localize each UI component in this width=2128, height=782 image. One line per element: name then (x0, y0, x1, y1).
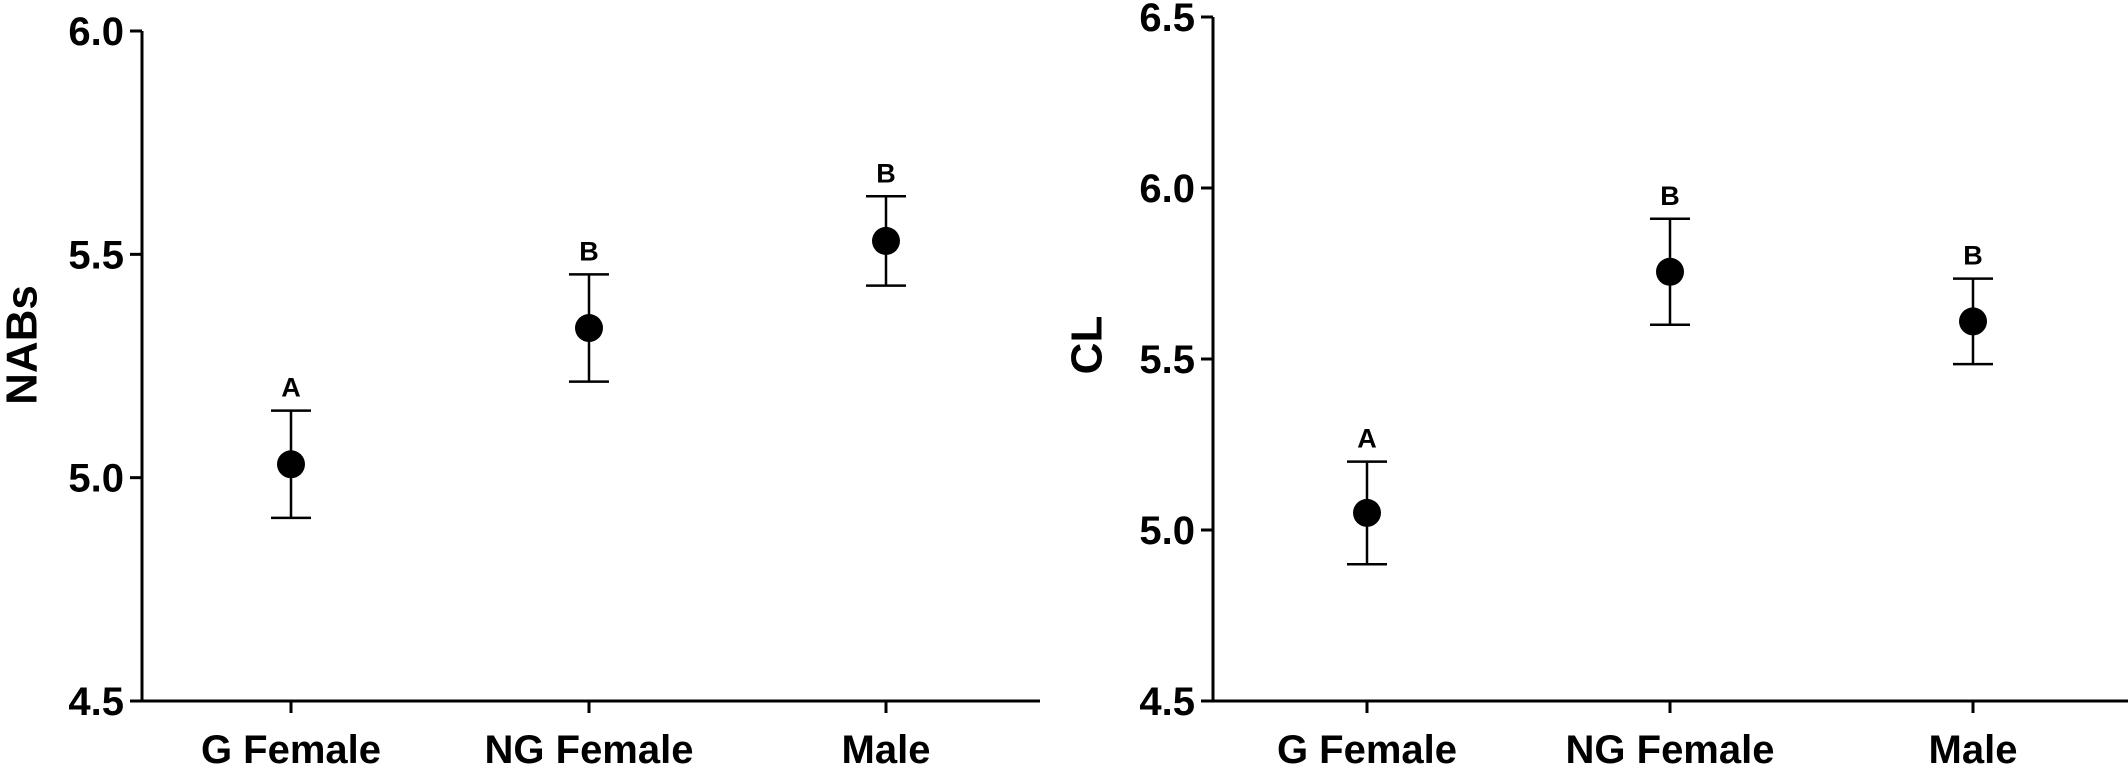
x-category-label: G Female (1277, 728, 1457, 772)
y-tick-label: 4.5 (68, 680, 124, 724)
significance-label: A (1357, 424, 1377, 454)
y-tick-label: 6.0 (68, 10, 124, 54)
data-point (575, 314, 603, 343)
chart-panel-1: 4.5 5.0 5.5 6.0 G Female NG Female Male NABs A B B (0, 10, 1040, 772)
y-tick-label: 6.5 (1139, 0, 1195, 40)
data-point (872, 226, 900, 255)
y-tick-label: 5.5 (68, 233, 124, 277)
y-tick-label: 5.0 (68, 457, 124, 501)
significance-label: B (1660, 181, 1680, 211)
significance-label: B (1963, 241, 1983, 271)
x-category-label: G Female (201, 728, 381, 772)
chart-panel-2: 4.5 5.0 5.5 6.0 6.5 G Female NG Female Male CL A B… (1063, 0, 2128, 772)
y-axis-title: CL (1063, 316, 1112, 375)
y-tick-label: 4.5 (1139, 680, 1195, 724)
significance-label: B (579, 236, 599, 266)
significance-label: B (876, 158, 896, 188)
y-tick-label: 5.0 (1139, 509, 1195, 553)
y-axis-title: NABs (0, 285, 47, 405)
data-point (277, 450, 305, 479)
x-category-label: Male (842, 728, 931, 772)
y-tick-label: 5.5 (1139, 338, 1195, 382)
significance-label: A (281, 373, 301, 403)
x-category-label: NG Female (485, 728, 694, 772)
y-tick-label: 6.0 (1139, 167, 1195, 211)
data-point (1656, 257, 1684, 286)
data-point (1959, 307, 1987, 336)
data-point (1353, 498, 1381, 527)
x-category-label: NG Female (1566, 728, 1775, 772)
x-category-label: Male (1929, 728, 2018, 772)
